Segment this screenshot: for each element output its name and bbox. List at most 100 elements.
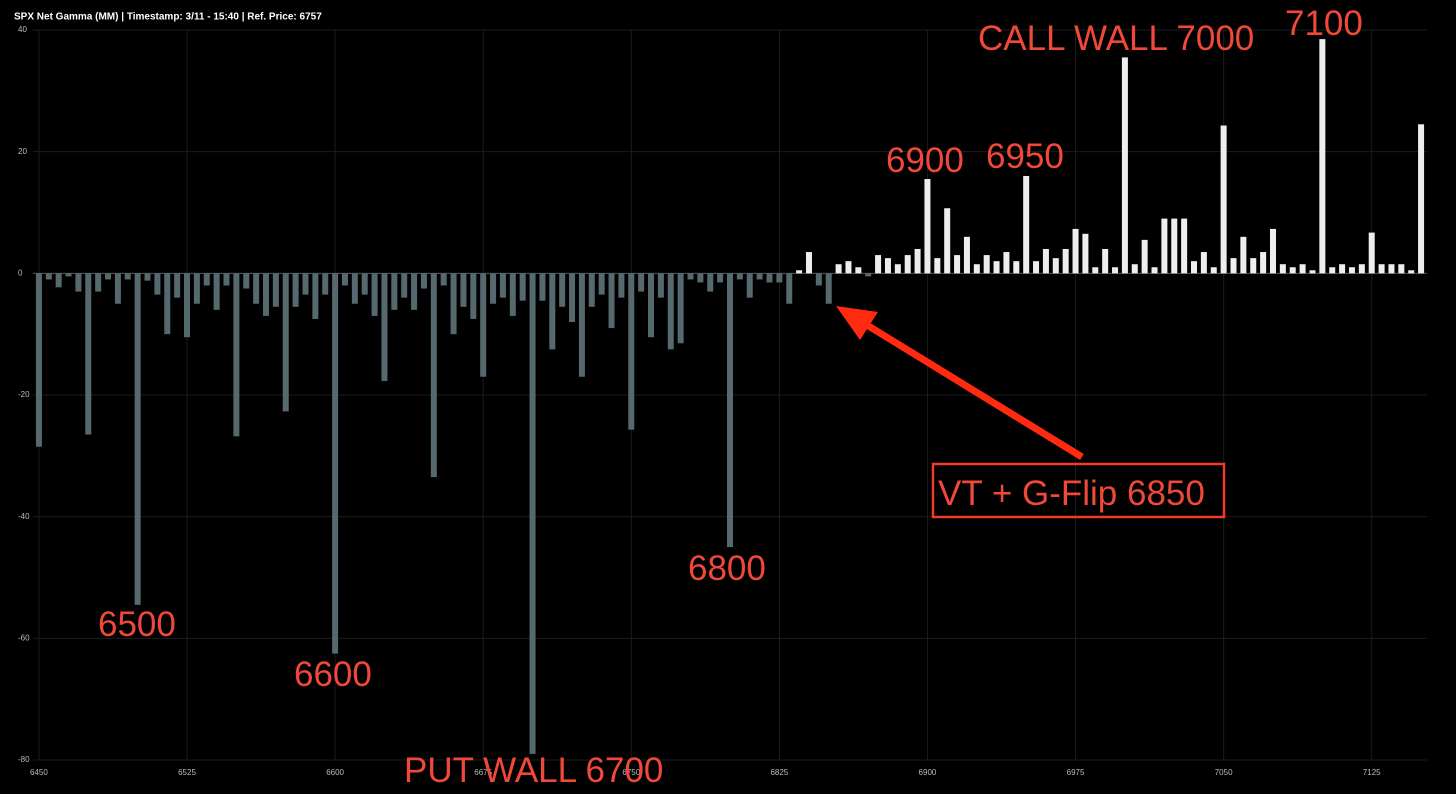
bar: [993, 261, 1000, 274]
bar: [1309, 270, 1316, 274]
bar: [381, 273, 388, 382]
bar: [480, 273, 487, 377]
bar: [184, 273, 191, 338]
bar: [164, 273, 171, 335]
bar: [924, 179, 931, 274]
bar: [884, 258, 891, 274]
bars: [35, 39, 1425, 754]
bar: [746, 273, 753, 298]
bar: [608, 273, 615, 329]
bar: [243, 273, 250, 289]
bar: [667, 273, 674, 350]
bar: [815, 273, 822, 286]
bar: [628, 273, 635, 430]
bar: [154, 273, 161, 295]
bar: [1131, 264, 1138, 274]
bar: [549, 273, 556, 350]
bar: [85, 273, 92, 435]
bar: [233, 273, 240, 437]
bar: [401, 273, 408, 298]
bar: [1112, 267, 1119, 274]
annotation: 6500: [98, 605, 176, 644]
y-tick-label: 20: [18, 147, 27, 156]
bar: [727, 273, 733, 548]
bar: [1388, 264, 1395, 274]
bar: [805, 252, 812, 274]
bar: [875, 255, 882, 274]
bar: [1023, 176, 1030, 274]
bar: [1230, 258, 1237, 274]
bar: [697, 273, 704, 283]
bar: [687, 273, 694, 280]
bar: [312, 273, 319, 319]
bar: [292, 273, 299, 307]
bar: [559, 273, 566, 307]
bar: [1102, 249, 1109, 274]
bar: [341, 273, 348, 286]
bar: [1210, 267, 1217, 274]
bar: [1289, 267, 1296, 274]
bar: [450, 273, 457, 335]
bar: [1003, 252, 1010, 274]
bar: [302, 273, 309, 295]
bar: [1141, 239, 1148, 274]
x-tick-label: 6900: [919, 768, 937, 777]
bar: [174, 273, 181, 298]
bar: [1062, 249, 1069, 274]
bar: [262, 273, 269, 316]
bar: [45, 273, 52, 280]
bar: [509, 273, 516, 316]
bar: [707, 273, 714, 292]
bar: [75, 273, 82, 292]
bar: [470, 273, 477, 319]
bar: [105, 273, 112, 280]
bar: [213, 273, 220, 310]
bar: [460, 273, 467, 307]
bar: [1319, 39, 1326, 274]
bar: [1082, 233, 1089, 274]
bar: [322, 273, 329, 295]
bar: [1339, 264, 1346, 274]
annotation: 6950: [986, 137, 1064, 176]
bar: [756, 273, 763, 280]
bar: [648, 273, 655, 338]
bar: [1240, 236, 1247, 274]
bar: [539, 273, 546, 301]
bar: [1408, 270, 1415, 274]
bar: [490, 273, 497, 304]
bar: [894, 264, 901, 274]
annotation: 6600: [294, 655, 372, 694]
bar: [1161, 218, 1168, 274]
bar: [638, 273, 645, 292]
bar: [1368, 232, 1375, 274]
bar: [578, 273, 585, 377]
bar: [65, 273, 72, 277]
y-tick-label: 40: [18, 25, 27, 34]
bar: [282, 273, 289, 412]
bar: [963, 236, 970, 274]
bar: [934, 258, 941, 274]
bar: [223, 273, 230, 286]
bar: [569, 273, 576, 322]
bar: [588, 273, 595, 307]
bar: [598, 273, 605, 295]
x-tick-label: 6450: [30, 768, 48, 777]
x-tick-label: 6675: [474, 768, 492, 777]
bar: [845, 261, 852, 274]
bar: [114, 273, 121, 304]
bar: [1033, 261, 1040, 274]
annotation: 6800: [688, 549, 766, 588]
bar: [855, 267, 862, 274]
bar: [835, 264, 842, 274]
y-tick-label: 0: [18, 268, 23, 277]
x-tick-label: 6525: [178, 768, 196, 777]
bar: [825, 273, 832, 304]
annotations: CALL WALL 7000 7100 6900 6950 6500 6600 …: [98, 4, 1363, 790]
y-tick-label: -80: [18, 755, 30, 764]
bar: [35, 273, 42, 447]
bar: [1358, 264, 1365, 274]
bar: [796, 270, 803, 274]
bar: [1329, 267, 1336, 274]
